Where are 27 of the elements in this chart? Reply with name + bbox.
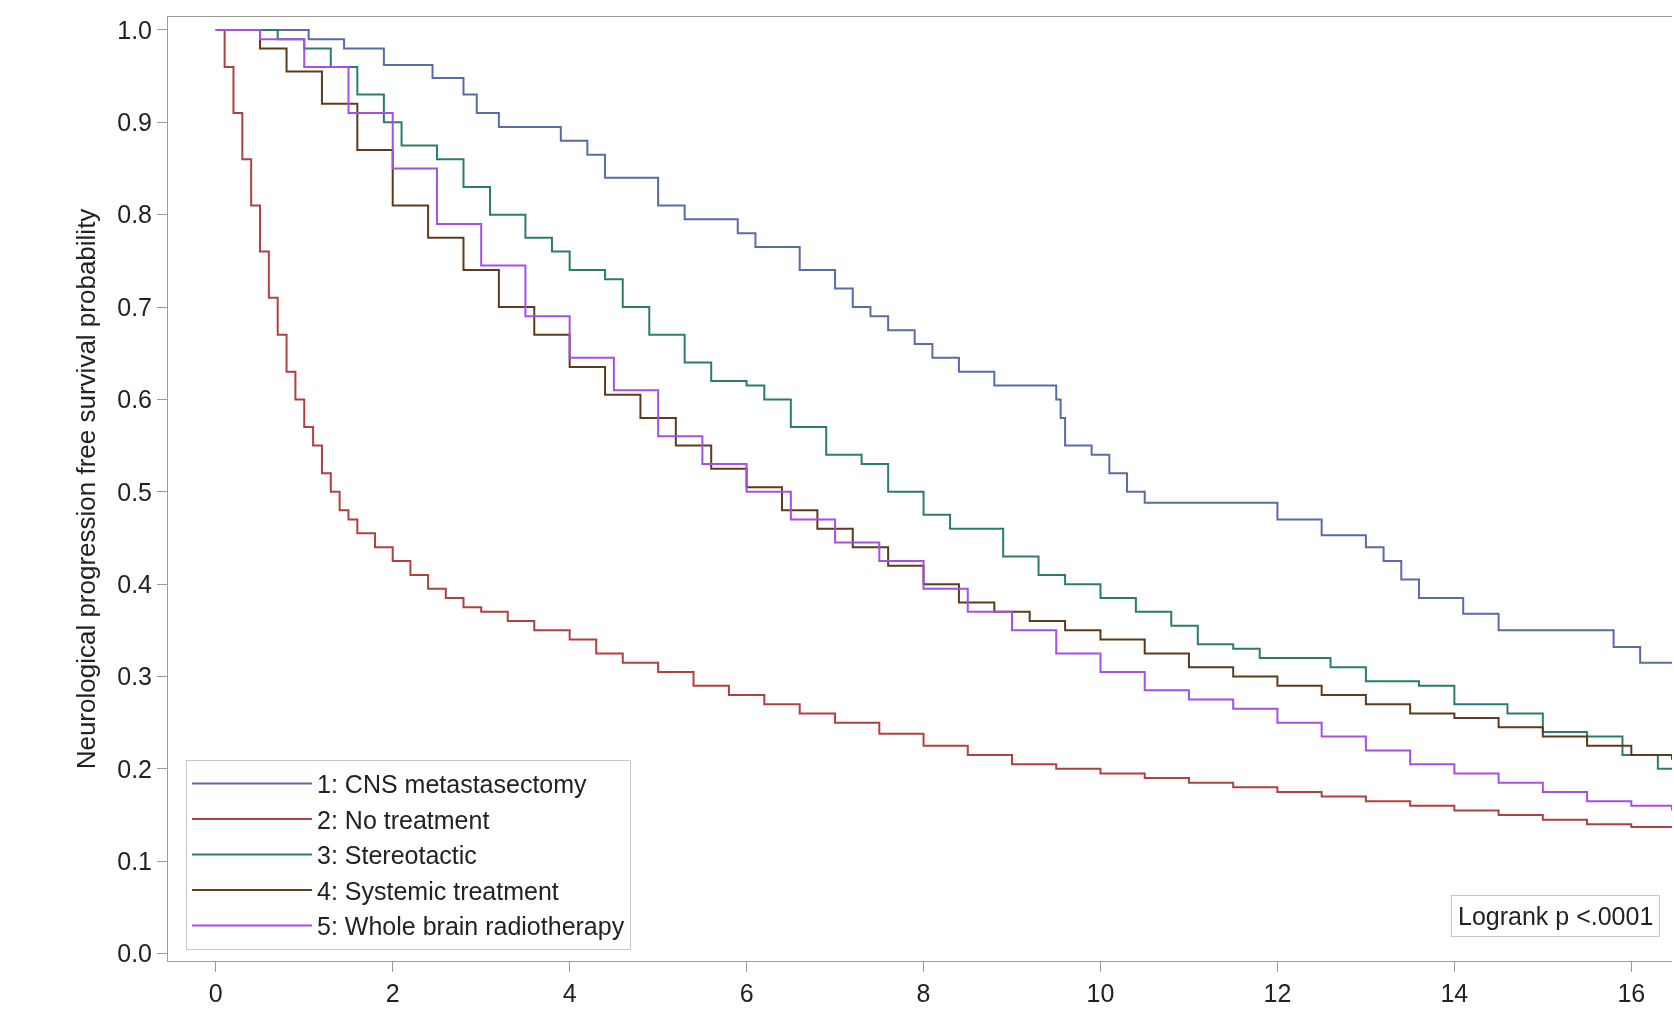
y-tick-label: 0.9	[117, 108, 152, 137]
x-tick-label: 16	[1617, 979, 1646, 1007]
y-axis-title: Neurological progression free survival probability	[70, 208, 101, 770]
y-tick-label: 0.0	[117, 939, 152, 968]
y-tick-label: 0.4	[117, 569, 153, 598]
y-tick-label: 0.7	[117, 292, 152, 321]
x-tick-label: 2	[385, 979, 400, 1007]
x-tick-label: 12	[1263, 979, 1292, 1007]
x-tick-label: 14	[1440, 979, 1469, 1007]
legend-label: 2: No treatment	[317, 805, 490, 834]
x-tick-label: 6	[739, 979, 754, 1007]
x-tick-label: 8	[916, 979, 931, 1007]
x-tick-label: 4	[562, 979, 577, 1007]
legend-label: 3: Stereotactic	[317, 841, 477, 870]
legend-label: 5: Whole brain radiotherapy	[317, 912, 625, 941]
y-tick-label: 0.6	[117, 385, 152, 414]
y-tick-label: 0.2	[117, 754, 152, 783]
x-tick-label: 0	[208, 979, 223, 1007]
annotation: Logrank p <.0001	[1458, 902, 1654, 930]
legend-label: 4: Systemic treatment	[317, 876, 559, 905]
x-tick-label: 10	[1086, 979, 1115, 1007]
y-tick-label: 1.0	[117, 15, 152, 44]
y-tick-label: 0.5	[117, 477, 152, 506]
y-tick-label: 0.8	[117, 200, 152, 229]
y-tick-label: 0.3	[117, 662, 152, 691]
legend-label: 1: CNS metastasectomy	[317, 770, 588, 799]
y-tick-label: 0.1	[117, 846, 152, 875]
